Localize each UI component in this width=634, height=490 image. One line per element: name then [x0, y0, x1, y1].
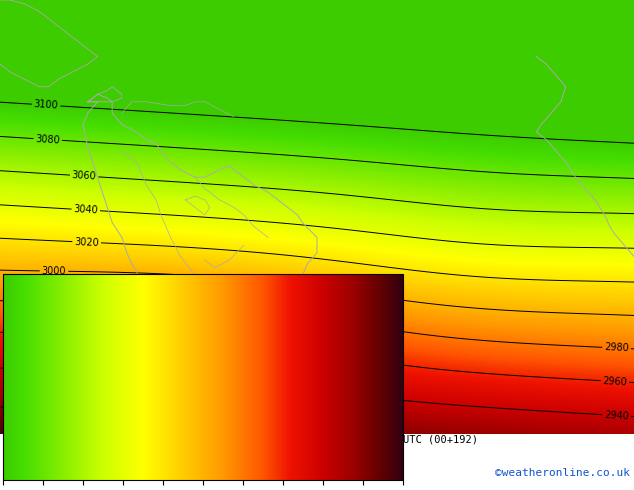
Text: 3100: 3100 [34, 99, 58, 111]
Text: 3040: 3040 [74, 204, 98, 216]
Text: 2980: 2980 [604, 343, 629, 354]
Text: 2920: 2920 [29, 403, 54, 413]
Text: 3080: 3080 [35, 134, 60, 145]
Text: 2940: 2940 [604, 410, 629, 421]
Text: 3020: 3020 [74, 237, 99, 248]
Text: 3060: 3060 [72, 170, 97, 182]
Text: ©weatheronline.co.uk: ©weatheronline.co.uk [495, 468, 630, 478]
Text: Height 10 hPa Spread mean+σ [gpdm] GFS ENS  Tu 01-10-2024 00:00 UTC (00+192): Height 10 hPa Spread mean+σ [gpdm] GFS E… [3, 435, 478, 445]
Text: 3000: 3000 [42, 266, 67, 276]
Text: 2960: 2960 [602, 376, 628, 387]
